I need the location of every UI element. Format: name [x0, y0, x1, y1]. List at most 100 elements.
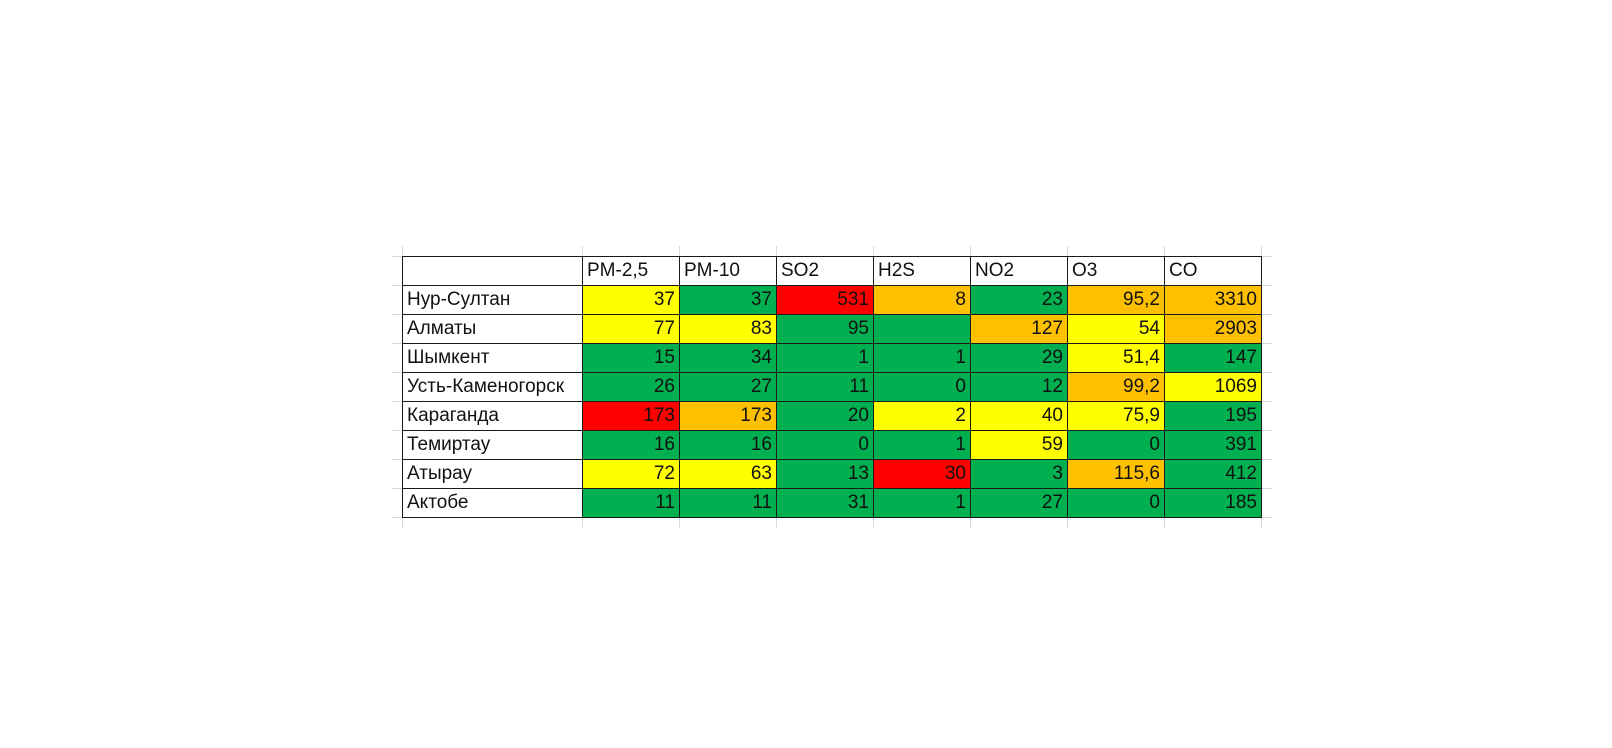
grid-stub [1260, 246, 1262, 256]
column-header[interactable]: O3 [1067, 256, 1165, 286]
value-cell[interactable]: 127 [970, 314, 1068, 344]
value-cell[interactable]: 63 [679, 459, 777, 489]
city-name-cell[interactable]: Шымкент [402, 343, 583, 373]
column-header[interactable]: CO [1164, 256, 1262, 286]
value-cell[interactable]: 173 [582, 401, 680, 431]
grid-stub [392, 255, 402, 257]
column-header[interactable]: NO2 [970, 256, 1068, 286]
value-cell[interactable]: 3310 [1164, 285, 1262, 315]
city-name-cell[interactable]: Темиртау [402, 430, 583, 460]
value-cell[interactable]: 77 [582, 314, 680, 344]
value-cell[interactable]: 12 [970, 372, 1068, 402]
value-cell[interactable]: 2 [873, 401, 971, 431]
value-cell[interactable]: 30 [873, 459, 971, 489]
value-cell[interactable]: 83 [679, 314, 777, 344]
header-row: PM-2,5 PM-10 SO2 H2S NO2 O3 CO [402, 256, 1262, 286]
value-cell[interactable]: 11 [582, 488, 680, 518]
city-name-cell[interactable]: Алматы [402, 314, 583, 344]
grid-stub [581, 246, 583, 256]
grid-stub [1262, 371, 1272, 373]
value-cell[interactable]: 37 [582, 285, 680, 315]
value-cell[interactable]: 31 [776, 488, 874, 518]
grid-stub [392, 371, 402, 373]
grid-stub [1262, 342, 1272, 344]
value-cell[interactable]: 23 [970, 285, 1068, 315]
value-cell[interactable]: 15 [582, 343, 680, 373]
grid-stub [401, 518, 403, 528]
value-cell[interactable]: 16 [679, 430, 777, 460]
table-row: Темиртау 16 16 0 1 59 0 391 [402, 430, 1262, 460]
value-cell[interactable]: 51,4 [1067, 343, 1165, 373]
value-cell[interactable]: 29 [970, 343, 1068, 373]
value-cell[interactable]: 412 [1164, 459, 1262, 489]
city-name-cell[interactable]: Нур-Султан [402, 285, 583, 315]
value-cell[interactable]: 0 [1067, 430, 1165, 460]
value-cell[interactable]: 95 [776, 314, 874, 344]
value-cell[interactable]: 40 [970, 401, 1068, 431]
value-cell[interactable]: 37 [679, 285, 777, 315]
value-cell[interactable]: 0 [776, 430, 874, 460]
value-cell[interactable]: 16 [582, 430, 680, 460]
table-row: Шымкент 15 34 1 1 29 51,4 147 [402, 343, 1262, 373]
grid-stub [1262, 313, 1272, 315]
value-cell[interactable]: 27 [679, 372, 777, 402]
value-cell[interactable]: 173 [679, 401, 777, 431]
value-cell[interactable]: 13 [776, 459, 874, 489]
table-row: Атырау 72 63 13 30 3 115,6 412 [402, 459, 1262, 489]
value-cell[interactable]: 26 [582, 372, 680, 402]
value-cell[interactable]: 11 [776, 372, 874, 402]
value-cell[interactable]: 0 [873, 372, 971, 402]
grid-stub [678, 518, 680, 528]
column-header[interactable]: SO2 [776, 256, 874, 286]
value-cell[interactable]: 147 [1164, 343, 1262, 373]
value-cell[interactable]: 99,2 [1067, 372, 1165, 402]
grid-stub [392, 400, 402, 402]
air-quality-table: PM-2,5 PM-10 SO2 H2S NO2 O3 CO Нур-Султан 37 37 53… [402, 256, 1262, 518]
value-cell[interactable]: 3 [970, 459, 1068, 489]
value-cell[interactable]: 1 [873, 488, 971, 518]
value-cell[interactable]: 531 [776, 285, 874, 315]
table-row: Алматы 77 83 95 127 54 2903 [402, 314, 1262, 344]
value-cell[interactable]: 11 [679, 488, 777, 518]
grid-stub [392, 516, 402, 518]
grid-stub [1066, 246, 1068, 256]
grid-stub [392, 342, 402, 344]
value-cell[interactable]: 1 [873, 430, 971, 460]
table-row: Нур-Султан 37 37 531 8 23 95,2 3310 [402, 285, 1262, 315]
grid-stub [392, 284, 402, 286]
value-cell[interactable] [873, 314, 971, 344]
grid-stub [1262, 429, 1272, 431]
city-name-cell[interactable]: Караганда [402, 401, 583, 431]
value-cell[interactable]: 0 [1067, 488, 1165, 518]
value-cell[interactable]: 72 [582, 459, 680, 489]
grid-stub [1260, 518, 1262, 528]
grid-stub [775, 246, 777, 256]
column-header[interactable]: H2S [873, 256, 971, 286]
value-cell[interactable]: 1 [873, 343, 971, 373]
value-cell[interactable]: 54 [1067, 314, 1165, 344]
grid-stub [401, 246, 403, 256]
value-cell[interactable]: 95,2 [1067, 285, 1165, 315]
city-name-cell[interactable]: Атырау [402, 459, 583, 489]
value-cell[interactable]: 59 [970, 430, 1068, 460]
grid-stub [1262, 284, 1272, 286]
grid-stub [1262, 516, 1272, 518]
value-cell[interactable]: 20 [776, 401, 874, 431]
city-name-cell[interactable]: Актобе [402, 488, 583, 518]
value-cell[interactable]: 27 [970, 488, 1068, 518]
grid-stub [1262, 400, 1272, 402]
column-header[interactable]: PM-10 [679, 256, 777, 286]
value-cell[interactable]: 8 [873, 285, 971, 315]
city-name-cell[interactable]: Усть-Каменогорск [402, 372, 583, 402]
header-corner-cell[interactable] [402, 256, 583, 286]
value-cell[interactable]: 1069 [1164, 372, 1262, 402]
value-cell[interactable]: 195 [1164, 401, 1262, 431]
value-cell[interactable]: 185 [1164, 488, 1262, 518]
column-header[interactable]: PM-2,5 [582, 256, 680, 286]
value-cell[interactable]: 391 [1164, 430, 1262, 460]
value-cell[interactable]: 115,6 [1067, 459, 1165, 489]
value-cell[interactable]: 34 [679, 343, 777, 373]
value-cell[interactable]: 1 [776, 343, 874, 373]
value-cell[interactable]: 2903 [1164, 314, 1262, 344]
value-cell[interactable]: 75,9 [1067, 401, 1165, 431]
